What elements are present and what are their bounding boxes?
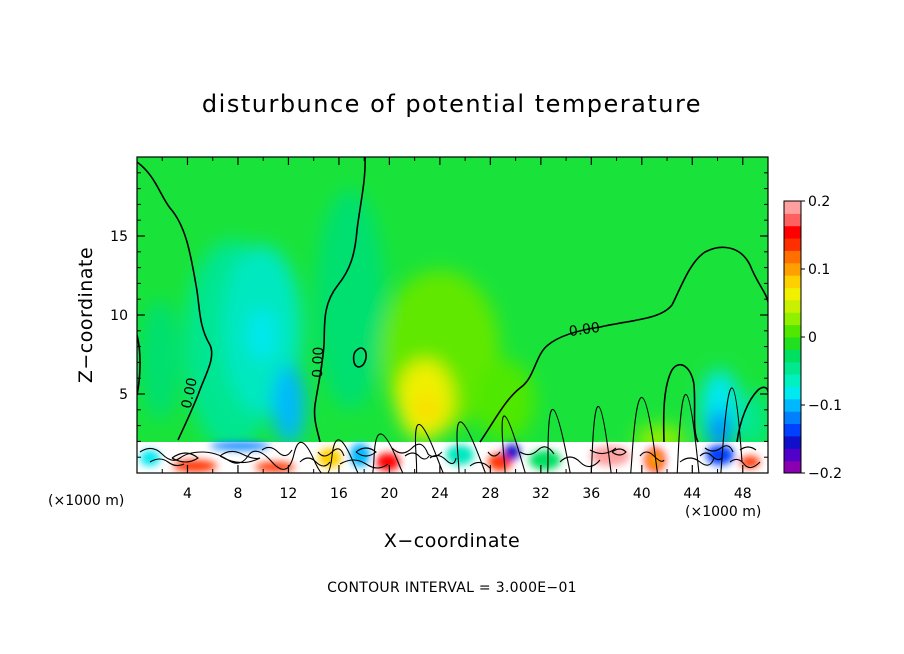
field-blob	[488, 453, 512, 471]
field-blob	[173, 460, 217, 472]
chart-title: disturbunce of potential temperature	[202, 90, 702, 118]
colorbar-tick-label: −0.2	[808, 466, 842, 482]
x-tick-label: 48	[734, 486, 752, 502]
plot-area: 0.00 0.00 0.00	[137, 157, 768, 473]
colorbar: 0.2 0.1 0 −0.1 −0.2	[783, 194, 842, 482]
surface-contours	[139, 387, 761, 473]
x-tick-label: 32	[532, 486, 550, 502]
colorbar-swatch	[784, 374, 801, 387]
x-tick-label: 8	[233, 486, 242, 502]
contour-line	[137, 334, 141, 396]
colorbar-tick-label: −0.1	[808, 398, 842, 414]
colorbar-swatch	[784, 361, 801, 375]
colorbar-swatch	[784, 213, 801, 227]
contour-line	[736, 386, 768, 443]
field-blob	[315, 190, 385, 410]
contour-line	[137, 161, 213, 441]
colorbar-swatch	[784, 238, 801, 251]
colorbar-swatch	[784, 225, 801, 239]
contour-label: 0.00	[568, 320, 601, 340]
colorbar-swatch	[784, 201, 801, 214]
field-blob	[419, 396, 435, 420]
colorbar-tick-label: 0.1	[808, 262, 830, 278]
x-tick-label: 12	[280, 486, 298, 502]
smooth-field	[140, 190, 767, 455]
x-axis: 4 8 12 16 20 24 28 32 36 40 44 48	[161, 157, 752, 502]
colorbar-swatch	[784, 448, 801, 462]
x-tick-label: 36	[582, 486, 600, 502]
contour-line	[139, 387, 743, 473]
colorbar-swatch	[784, 299, 801, 313]
y-tick-label: 5	[119, 387, 128, 403]
contour-labels: 0.00 0.00 0.00	[179, 320, 601, 410]
field-blob	[651, 454, 659, 466]
field-blob	[210, 442, 270, 450]
x-unit-label: (×1000 m)	[48, 493, 124, 509]
y-tick-label: 10	[110, 308, 128, 324]
field-blob	[711, 410, 729, 450]
colorbar-swatch	[784, 423, 801, 437]
colorbar-tick-label: 0	[808, 330, 817, 346]
field-blob	[446, 445, 474, 465]
x-tick-label: 16	[330, 486, 348, 502]
colorbar-swatch	[784, 262, 801, 276]
contour-line	[339, 446, 757, 469]
contour-line	[352, 347, 367, 368]
x-tick-label: 44	[683, 486, 701, 502]
field-blob	[140, 450, 160, 466]
colorbar-swatch	[784, 411, 801, 425]
colorbar-swatch	[784, 250, 801, 264]
colorbar-tick-label: 0.2	[808, 194, 830, 210]
x-tick-label: 28	[481, 486, 499, 502]
contour-interval-note: CONTOUR INTERVAL = 3.000E−01	[327, 580, 577, 596]
colorbar-swatch	[784, 398, 801, 412]
x-tick-label: 20	[380, 486, 398, 502]
contour-line	[313, 157, 366, 443]
x-tick-label: 4	[183, 486, 192, 502]
x-unit-label-right: (×1000 m)	[685, 504, 761, 520]
x-axis-label: X−coordinate	[384, 530, 520, 552]
colorbar-swatch	[784, 460, 801, 474]
colorbar-swatch	[784, 337, 801, 350]
field-blob	[590, 446, 630, 466]
field-blob	[376, 453, 400, 471]
colorbar-swatch	[784, 324, 801, 338]
field-blob	[140, 300, 180, 420]
field-blob	[529, 450, 561, 470]
x-tick-label: 24	[431, 486, 449, 502]
field-blob	[743, 390, 767, 450]
contour-line	[149, 443, 761, 469]
colorbar-swatch	[784, 312, 801, 326]
colorbar-swatch	[784, 275, 801, 289]
field-blob	[248, 309, 276, 361]
contour-label: 0.00	[310, 346, 327, 378]
field-blob	[273, 365, 305, 445]
x-tick-label: 40	[633, 486, 651, 502]
y-tick-label: 15	[110, 229, 128, 245]
zero-contours	[137, 157, 768, 443]
field-blob	[504, 444, 520, 460]
colorbar-swatch	[784, 386, 801, 400]
field-blob	[318, 448, 342, 468]
contour-line	[479, 246, 768, 443]
contour-line	[662, 364, 699, 443]
contour-label: 0.00	[179, 376, 201, 410]
y-axis-label: Z−coordinate	[75, 247, 97, 383]
colorbar-swatch	[784, 349, 801, 363]
colorbar-swatch	[784, 287, 801, 301]
y-axis: 5 10 15	[110, 172, 768, 458]
field-blob	[475, 360, 535, 440]
colorbar-swatch	[784, 435, 801, 449]
